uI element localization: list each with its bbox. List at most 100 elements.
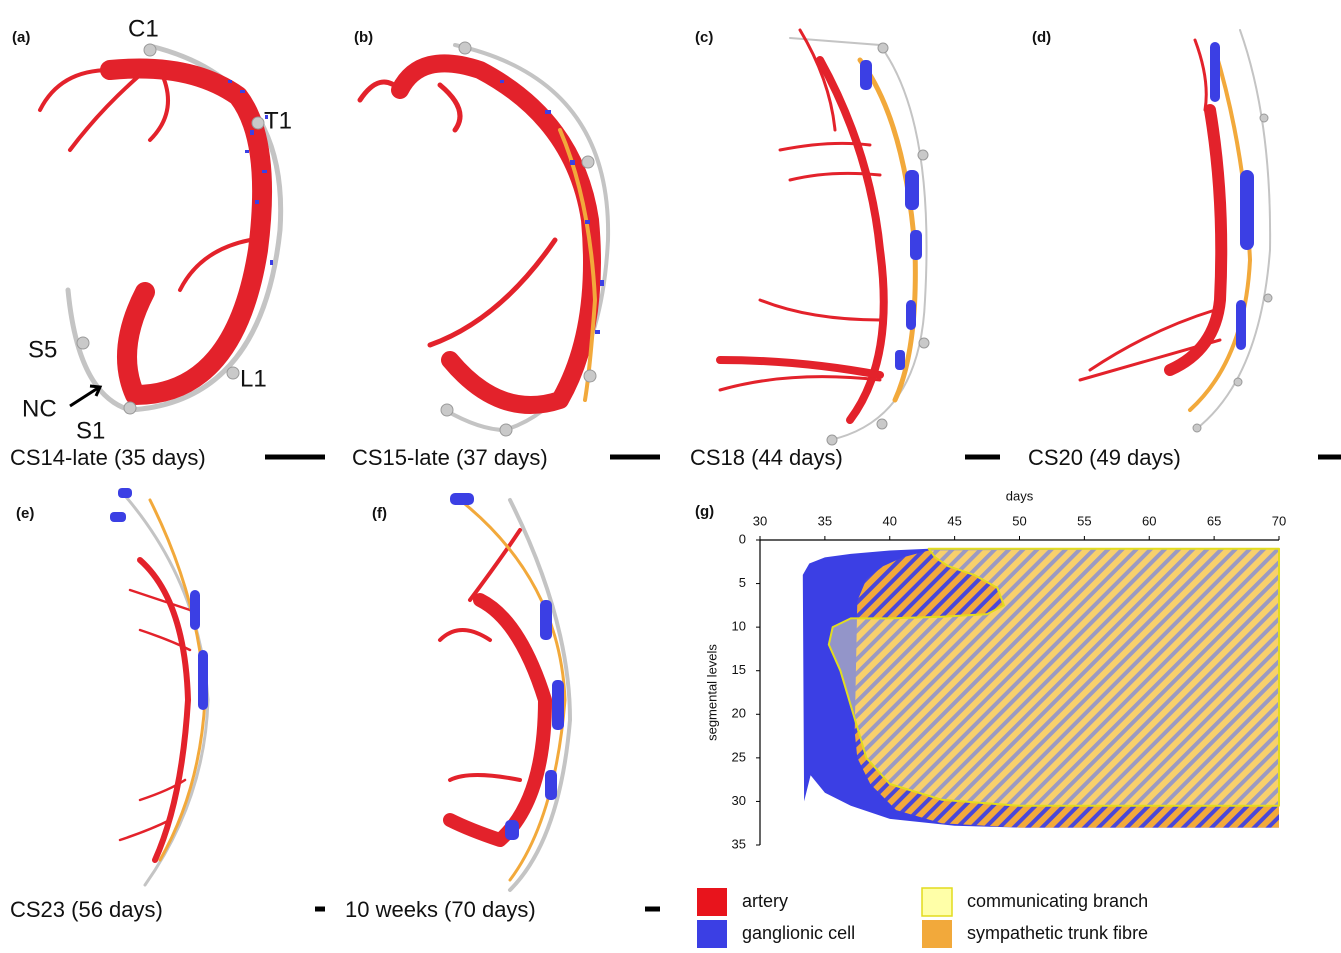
aorta [716, 56, 888, 424]
sphere [76, 336, 90, 350]
panel-f: (f) 10 weeks (70 days) [345, 493, 660, 922]
sphere [583, 369, 597, 383]
sphere [251, 116, 265, 130]
ganglionic-cells [228, 80, 273, 265]
panel-c: (c) CS18 (44 days) [690, 28, 1000, 470]
annotation: C1 [128, 15, 159, 42]
legend-swatch [922, 920, 952, 948]
y-tick-label: 5 [739, 575, 746, 590]
panel-b: (b) CS15-late (37 days) [352, 29, 660, 470]
caption: CS20 (49 days) [1028, 445, 1181, 470]
ganglionic-cells [450, 493, 564, 840]
caption: CS23 (56 days) [10, 897, 163, 922]
panel-label: (g) [695, 503, 714, 520]
x-tick-label: 30 [753, 513, 767, 528]
legend-label: communicating branch [967, 891, 1148, 911]
panel-label: (c) [695, 29, 713, 46]
caption: 10 weeks (70 days) [345, 897, 536, 922]
fibres [148, 498, 207, 862]
fibres [458, 498, 567, 882]
panel-label: (f) [372, 505, 387, 522]
artery-branches [38, 68, 252, 292]
sphere [1192, 423, 1202, 433]
x-axis-label: days [1006, 488, 1034, 503]
region [854, 548, 1279, 828]
x-tick-label: 65 [1207, 513, 1221, 528]
caption: CS15-late (37 days) [352, 445, 548, 470]
fibres [857, 57, 918, 403]
notochord [118, 488, 210, 887]
annotation: L1 [240, 365, 267, 392]
y-tick-label: 15 [732, 662, 746, 677]
artery-branches [438, 528, 522, 782]
annotation: NC [22, 395, 57, 422]
x-tick-label: 50 [1012, 513, 1026, 528]
sphere [877, 42, 889, 54]
ganglionic-cells [500, 80, 604, 334]
sphere [581, 155, 595, 169]
artery-branches [718, 28, 882, 392]
sphere [1263, 293, 1273, 303]
y-tick-label: 30 [732, 793, 746, 808]
ganglionic-cells [110, 488, 208, 710]
y-tick-label: 35 [732, 836, 746, 851]
panel-label: (b) [354, 29, 373, 46]
sphere [143, 43, 157, 57]
sphere [458, 41, 472, 55]
sphere [876, 418, 888, 430]
x-tick-label: 35 [818, 513, 832, 528]
y-tick-label: 25 [732, 749, 746, 764]
x-tick-label: 70 [1272, 513, 1286, 528]
aorta [1164, 104, 1228, 376]
aorta [443, 593, 552, 847]
region [827, 547, 1280, 807]
legend-swatch [697, 920, 727, 948]
sphere [499, 423, 513, 437]
annotation: S1 [76, 417, 105, 444]
sphere [917, 149, 929, 161]
notochord [508, 498, 573, 892]
aorta [100, 58, 273, 405]
x-tick-label: 40 [883, 513, 897, 528]
caption: CS14-late (35 days) [10, 445, 206, 470]
notochord [789, 37, 928, 441]
panel-label: (d) [1032, 29, 1051, 46]
sphere [226, 366, 240, 380]
sphere [1233, 377, 1243, 387]
panel-label: (e) [16, 505, 34, 522]
artery-branches [118, 588, 192, 842]
notochord [1194, 29, 1272, 431]
panel-label: (a) [12, 29, 30, 46]
x-tick-label: 55 [1077, 513, 1091, 528]
x-tick-label: 60 [1142, 513, 1156, 528]
ganglionic-cells [1210, 42, 1254, 350]
legend-swatch [921, 887, 953, 917]
arrow [69, 384, 103, 408]
panel-a: (a) C1 T1 S5 NC S1 L1 CS14-late (35 days… [10, 15, 325, 470]
caption: CS18 (44 days) [690, 445, 843, 470]
sphere [123, 401, 137, 415]
y-tick-label: 10 [732, 619, 746, 634]
y-axis-label: segmental levels [704, 644, 719, 741]
x-tick-label: 45 [947, 513, 961, 528]
legend-swatch [697, 888, 727, 916]
fibres [1188, 48, 1253, 412]
y-tick-label: 20 [732, 706, 746, 721]
annotation: S5 [28, 336, 57, 363]
sphere [1259, 113, 1269, 123]
aorta [391, 54, 601, 414]
panel-e: (e) CS23 (56 days) [10, 488, 325, 922]
artery-branches [357, 79, 558, 348]
legend-label: artery [742, 891, 788, 911]
artery-branches [1078, 38, 1222, 382]
annotation: T1 [264, 107, 292, 134]
sphere [826, 434, 838, 446]
panel-d: (d) CS20 (49 days) [1028, 29, 1341, 470]
sphere [918, 337, 930, 349]
ganglionic-cells [860, 60, 922, 370]
y-tick-label: 0 [739, 531, 746, 546]
notochord [443, 43, 611, 433]
legend-label: ganglionic cell [742, 923, 855, 943]
